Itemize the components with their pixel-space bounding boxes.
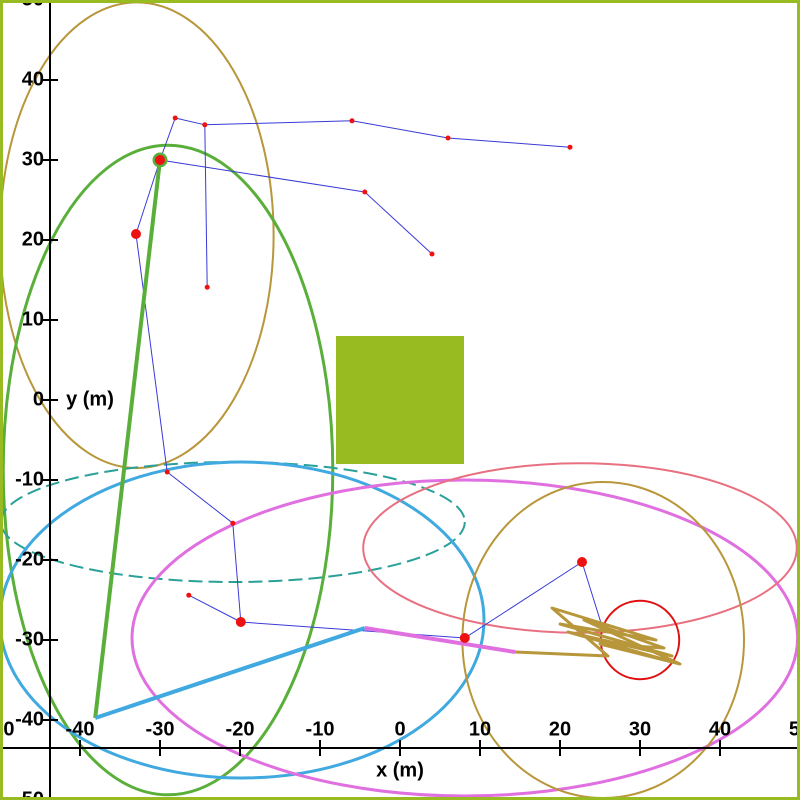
point: [349, 118, 355, 124]
start-ring: [152, 152, 168, 168]
point: [186, 592, 192, 598]
x-tick-label: -30: [146, 718, 175, 740]
y-tick-label: -50: [15, 788, 44, 800]
point: [172, 115, 178, 121]
point: [230, 520, 236, 526]
x-tick-label: 30: [629, 718, 651, 740]
y-tick-label: 20: [22, 228, 44, 250]
x-tick-label: 40: [709, 718, 731, 740]
x-tick-label: -20: [226, 718, 255, 740]
x-tick-label: 0: [394, 718, 405, 740]
point: [459, 633, 470, 643]
path: [175, 117, 571, 148]
y-tick-label: -20: [15, 548, 44, 570]
y-tick-label: 10: [22, 308, 44, 330]
point: [155, 155, 165, 165]
point: [131, 229, 141, 239]
path: [159, 117, 433, 255]
x-tick-label: 20: [549, 718, 571, 740]
point: [445, 135, 451, 141]
y-tick-label: -10: [15, 468, 44, 490]
ellipse: [0, 460, 486, 780]
point: [164, 469, 170, 475]
y-axis-label: y (m): [66, 388, 114, 410]
x-tick-label: 10: [469, 718, 491, 740]
y-tick-label: -30: [15, 628, 44, 650]
path: [515, 606, 682, 666]
y-tick-label: 30: [22, 148, 44, 170]
point: [567, 144, 573, 150]
obstacle: [336, 336, 464, 464]
ellipse: [1, 143, 335, 797]
y-tick-label: -40: [15, 708, 44, 730]
point: [577, 557, 587, 567]
path: [364, 626, 516, 654]
point: [235, 617, 246, 627]
path: [93, 159, 162, 719]
path: [188, 594, 242, 623]
path: [135, 159, 604, 639]
point: [202, 122, 208, 128]
y-tick-label: 50: [22, 0, 44, 10]
point: [429, 251, 435, 257]
point: [204, 284, 210, 290]
path: [204, 124, 208, 288]
y-tick-label: 0: [33, 388, 44, 410]
x-axis-label: x (m): [376, 759, 424, 781]
x-tick-label: -10: [306, 718, 335, 740]
x-tick-label: -50: [0, 718, 14, 740]
x-tick-label: 50: [789, 718, 800, 740]
point: [362, 189, 368, 195]
x-tick-label: -40: [66, 718, 95, 740]
path: [94, 626, 366, 720]
y-tick-label: 40: [22, 68, 44, 90]
